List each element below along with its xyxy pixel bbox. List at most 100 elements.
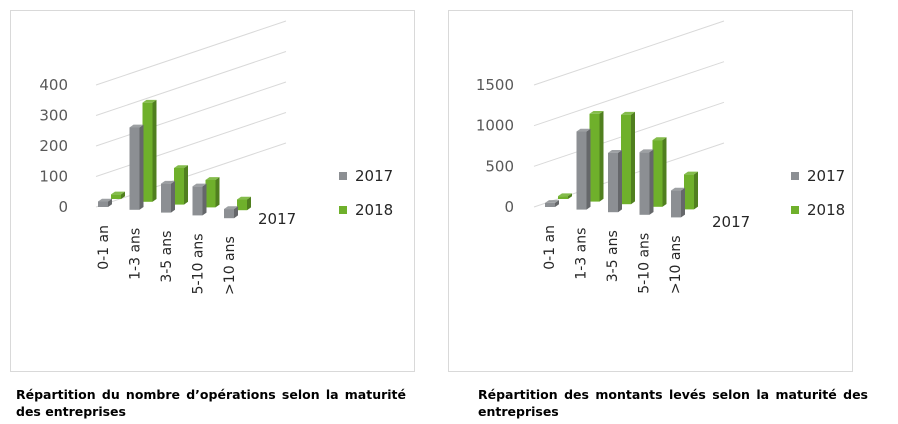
bar-front bbox=[589, 113, 600, 202]
gridline bbox=[95, 142, 287, 208]
bar-front bbox=[684, 174, 694, 210]
bar-2018-3 bbox=[652, 137, 667, 207]
bar-side bbox=[694, 171, 698, 210]
x-tick-label: 0-1 an bbox=[542, 225, 558, 270]
bar-front bbox=[142, 102, 153, 202]
chart-caption-operations: Répartition du nombre d’opérations selon… bbox=[16, 387, 406, 419]
chart-operations: 0 100 200 300 400 0-1 an 1-3 ans 3-5 ans 5-10 an… bbox=[39, 20, 296, 295]
bar-2017-4 bbox=[224, 206, 238, 219]
bar-side bbox=[121, 191, 125, 199]
bar-side bbox=[234, 206, 238, 219]
bar-top bbox=[684, 171, 698, 175]
bar-top bbox=[161, 180, 175, 184]
bar-top bbox=[589, 110, 604, 114]
gridline bbox=[95, 112, 287, 177]
bar-top bbox=[192, 183, 207, 187]
bar-2018-1 bbox=[142, 99, 157, 202]
depth-axis-label: 2017 bbox=[712, 213, 750, 231]
bar-2017-4 bbox=[671, 187, 685, 218]
bar-side bbox=[171, 180, 175, 213]
bar-2018-2 bbox=[621, 111, 635, 205]
gridline bbox=[95, 51, 287, 116]
legend-label-2017: 2017 bbox=[807, 167, 846, 185]
bar-top bbox=[129, 124, 144, 128]
x-tick-label: >10 ans bbox=[668, 235, 684, 294]
bar-front bbox=[639, 152, 650, 215]
bar-top bbox=[671, 187, 685, 191]
bar-side bbox=[662, 137, 667, 207]
bar-front bbox=[608, 152, 618, 213]
bar-side bbox=[681, 187, 685, 218]
bar-top bbox=[237, 196, 251, 200]
chart-panel-operations: 0 100 200 300 400 0-1 an 1-3 ans 3-5 ans 5-10 an… bbox=[10, 10, 415, 372]
gridline bbox=[95, 81, 287, 147]
bar-front bbox=[558, 196, 568, 199]
bar-side bbox=[568, 193, 572, 199]
bar-side bbox=[152, 99, 157, 202]
legend-item-2018: 2018 bbox=[339, 193, 393, 227]
legend: 2017 2018 bbox=[791, 159, 845, 227]
bar-side bbox=[599, 110, 604, 202]
x-tick-label: 1-3 ans bbox=[574, 228, 590, 280]
bar-2018-4 bbox=[237, 196, 251, 211]
bar-side bbox=[631, 111, 635, 205]
legend-item-2017: 2017 bbox=[791, 159, 845, 193]
bar-2018-0 bbox=[558, 193, 572, 199]
bar-top bbox=[111, 191, 125, 195]
bar-top bbox=[98, 198, 112, 202]
x-tick-label: 5-10 ans bbox=[637, 233, 653, 294]
legend-item-2017: 2017 bbox=[339, 159, 393, 193]
bar-top bbox=[205, 177, 220, 180]
chart-caption-montants: Répartition des montants levés selon la … bbox=[478, 387, 868, 419]
bar-2017-3 bbox=[192, 183, 207, 216]
legend-swatch-2018 bbox=[791, 206, 799, 214]
bar-side bbox=[555, 200, 559, 207]
bar-2018-3 bbox=[205, 177, 220, 208]
legend-label-2018: 2018 bbox=[807, 201, 846, 219]
bar-front bbox=[652, 140, 663, 207]
x-tick-label: >10 ans bbox=[222, 236, 238, 295]
bar-front bbox=[111, 194, 121, 199]
bar-front bbox=[129, 127, 140, 210]
legend-item-2018: 2018 bbox=[791, 193, 845, 227]
bar-front bbox=[174, 168, 184, 205]
bar-front bbox=[192, 186, 203, 216]
y-tick-label: 0 bbox=[58, 198, 68, 216]
bar-top bbox=[652, 137, 667, 141]
x-tick-label: 3-5 ans bbox=[159, 231, 175, 283]
bar-front bbox=[671, 190, 681, 218]
bar-2018-1 bbox=[589, 110, 604, 202]
bar-2018-4 bbox=[684, 171, 698, 210]
bar-2017-3 bbox=[639, 149, 654, 215]
legend-swatch-2017 bbox=[791, 172, 799, 180]
legend: 2017 2018 bbox=[339, 159, 393, 227]
bar-side bbox=[215, 177, 220, 208]
bar-side bbox=[649, 149, 654, 215]
bar-top bbox=[608, 150, 622, 153]
bar-side bbox=[108, 198, 112, 207]
y-tick-label: 400 bbox=[39, 76, 68, 94]
bar-side bbox=[586, 128, 591, 210]
bar-top bbox=[545, 200, 559, 203]
bar-2017-2 bbox=[161, 180, 175, 213]
y-tick-label: 100 bbox=[39, 168, 68, 186]
bar-2017-0 bbox=[545, 200, 559, 207]
x-tick-label: 1-3 ans bbox=[128, 228, 144, 280]
bar-2017-2 bbox=[608, 150, 622, 213]
bar-top bbox=[576, 128, 591, 132]
bar-front bbox=[205, 179, 216, 208]
chart-panel-montants: 0 500 1000 1500 0-1 an 1-3 ans 3-5 ans 5-10 ans… bbox=[448, 10, 853, 372]
bar-top bbox=[621, 111, 635, 115]
legend-label-2017: 2017 bbox=[355, 167, 394, 185]
bar-top bbox=[224, 206, 238, 210]
x-tick-label: 3-5 ans bbox=[605, 230, 621, 282]
bar-front bbox=[161, 183, 171, 213]
bar-2017-1 bbox=[129, 124, 144, 210]
depth-axis-label: 2017 bbox=[258, 210, 296, 228]
gridline bbox=[95, 20, 287, 86]
bar-top bbox=[142, 99, 157, 103]
bar-2017-0 bbox=[98, 198, 112, 207]
bar-2018-0 bbox=[111, 191, 125, 199]
y-tick-label: 1000 bbox=[476, 117, 514, 135]
x-tick-label: 0-1 an bbox=[96, 225, 112, 270]
